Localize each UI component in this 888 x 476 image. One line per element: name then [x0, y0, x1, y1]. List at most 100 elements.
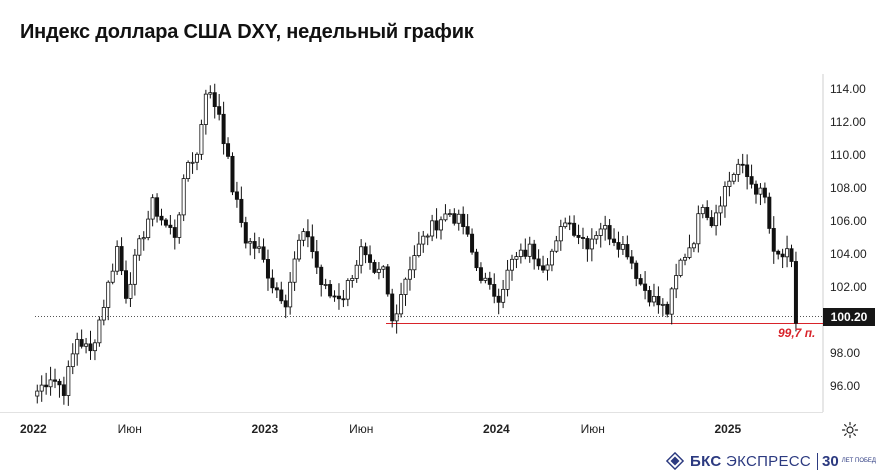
candle-up — [359, 246, 364, 266]
candle-up — [718, 205, 723, 214]
candle-down — [390, 293, 395, 322]
candle-down — [745, 164, 750, 177]
candle-up — [110, 270, 115, 283]
candle-up — [288, 281, 293, 308]
candle-up — [301, 231, 306, 241]
candle-down — [172, 227, 177, 238]
y-tick-label: 108.00 — [830, 181, 867, 195]
gear-icon[interactable] — [841, 421, 859, 439]
candle-down — [274, 287, 279, 291]
bks-logo-icon — [666, 452, 685, 470]
y-tick-label: 102.00 — [830, 280, 867, 294]
candle-up — [687, 247, 692, 258]
footer-badge: 30 — [817, 452, 839, 470]
candle-down — [341, 298, 346, 301]
candle-down — [155, 197, 160, 217]
candle-up — [146, 218, 151, 239]
candle-up — [691, 243, 696, 249]
candle-down — [372, 262, 377, 273]
candle-up — [412, 255, 417, 271]
candle-down — [270, 277, 275, 289]
candle-up — [447, 213, 452, 216]
candle-down — [625, 244, 630, 258]
candle-up — [323, 284, 328, 286]
candle-up — [350, 278, 355, 281]
footer-badge-sub: ЛЕТ ПОБЕД — [841, 458, 876, 464]
candle-up — [439, 219, 444, 231]
candle-down — [572, 222, 577, 236]
candle-up — [727, 180, 732, 187]
chart-title: Индекс доллара США DXY, недельный график — [20, 21, 474, 43]
candle-down — [283, 300, 288, 308]
candle-up — [208, 92, 213, 95]
x-tick-label: 2025 — [715, 422, 742, 436]
x-tick-label: 2023 — [252, 422, 279, 436]
candle-down — [61, 384, 66, 396]
candle-up — [589, 238, 594, 250]
candle-up — [483, 277, 488, 281]
candle-up — [443, 213, 448, 221]
candle-up — [430, 220, 435, 237]
candle-up — [722, 186, 727, 207]
candle-down — [780, 253, 785, 258]
candle-up — [399, 294, 404, 315]
candle-down — [767, 196, 772, 229]
candle-up — [186, 162, 191, 179]
candle-up — [554, 240, 559, 252]
candle-up — [660, 303, 665, 306]
candle-up — [115, 246, 120, 272]
candle-down — [771, 228, 776, 252]
candle-up — [700, 206, 705, 215]
candle-down — [470, 233, 475, 253]
candle-up — [416, 243, 421, 256]
candle-up — [527, 243, 532, 257]
candle-up — [456, 213, 461, 224]
candle-down — [252, 241, 257, 249]
candle-down — [124, 270, 129, 299]
candle-up — [696, 213, 701, 245]
candle-down — [492, 284, 497, 297]
candle-up — [106, 281, 111, 308]
candle-down — [776, 250, 781, 255]
candle-down — [88, 343, 93, 352]
candle-down — [243, 222, 248, 244]
candle-down — [234, 191, 239, 200]
candle-down — [168, 224, 173, 228]
candle-up — [407, 269, 412, 280]
candle-down — [496, 295, 501, 303]
candle-up — [292, 258, 297, 283]
candles-group — [35, 83, 798, 406]
candle-down — [638, 278, 643, 285]
candle-down — [279, 289, 284, 302]
candle-up — [345, 280, 350, 300]
candle-down — [212, 92, 217, 108]
y-tick-label: 98.00 — [830, 346, 860, 360]
candle-up — [785, 248, 790, 258]
candle-down — [585, 238, 590, 250]
candle-up — [678, 259, 683, 276]
candle-down — [740, 163, 745, 166]
candle-up — [128, 283, 133, 299]
y-tick-label: 114.00 — [830, 82, 866, 96]
x-tick-label: Июн — [349, 422, 373, 436]
candle-down — [319, 266, 324, 286]
candle-down — [656, 295, 661, 306]
candle-down — [474, 251, 479, 269]
candle-up — [66, 366, 71, 396]
candle-down — [221, 113, 226, 145]
candle-up — [177, 214, 182, 238]
current-price-badge: 100.20 — [823, 308, 875, 326]
candle-up — [558, 226, 563, 242]
reference-level-annotation: 99,7 п. — [778, 326, 816, 340]
candle-down — [643, 283, 648, 291]
candle-up — [421, 235, 426, 245]
candle-down — [119, 246, 124, 272]
footer-brand-rest: ЭКСПРЕСС — [721, 452, 812, 470]
candle-up — [603, 225, 608, 230]
candle-up — [97, 319, 102, 344]
footer-brand: БКС ЭКСПРЕСС — [690, 453, 811, 470]
candle-up — [651, 295, 656, 303]
candle-down — [487, 277, 492, 285]
candle-up — [563, 222, 568, 228]
candle-up — [70, 353, 75, 368]
